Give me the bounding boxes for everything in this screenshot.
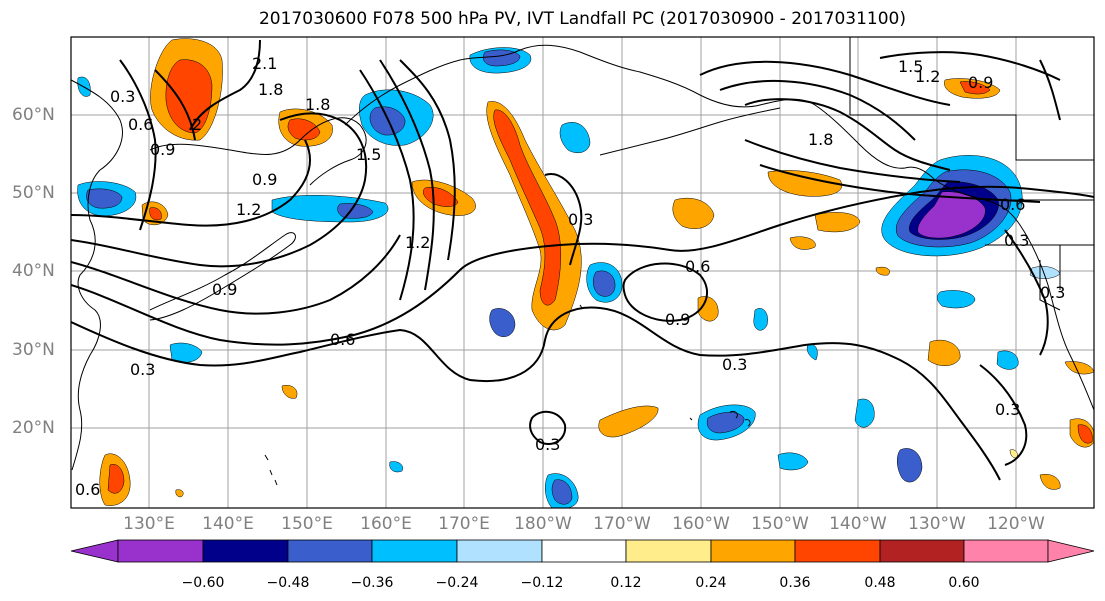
contour-label: 0.3 <box>722 355 747 374</box>
contour-label: 0.3 <box>1040 283 1065 302</box>
contour-label: 0.9 <box>212 280 237 299</box>
colorbar-segment <box>117 539 204 563</box>
lon-label: 130°E <box>123 514 175 534</box>
lon-label: 160°E <box>360 514 412 534</box>
contour-label: 0.6 <box>685 257 710 276</box>
lat-label: 30°N <box>12 340 55 360</box>
contour-1.2 <box>71 112 368 268</box>
contour-label-group: 2.1 1.8 0.3 0.6 0.9 2 0.9 1.2 1.5 1.8 0.… <box>75 54 1065 499</box>
contour-label: 1.8 <box>808 130 833 149</box>
lat-label: 20°N <box>12 418 55 438</box>
lon-label: 170°E <box>438 514 490 534</box>
contour-label: 1.5 <box>356 145 381 164</box>
colorbar-tick-label: −0.12 <box>520 575 564 591</box>
lon-label: 170°W <box>593 514 651 534</box>
colorbar-tick-label: 0.24 <box>695 575 727 591</box>
lat-label: 50°N <box>12 183 55 203</box>
colorbar-segment <box>879 539 965 563</box>
contour-label: 0.6 <box>75 480 100 499</box>
japan-coast <box>149 232 296 321</box>
contour-ne-pacific-1.8 <box>744 98 951 171</box>
contour-0.3-ring <box>529 410 567 445</box>
colorbar-tick-label: −0.36 <box>350 575 394 591</box>
colorbar-segment <box>371 539 458 563</box>
lat-label: 60°N <box>12 105 55 125</box>
map-frame <box>70 36 1095 509</box>
contour-label: 1.2 <box>236 200 261 219</box>
colorbar-tick-label: 0.36 <box>779 575 811 591</box>
contour-0.6 <box>71 185 1094 346</box>
hawaii-islands <box>729 411 751 427</box>
lon-label: 120°W <box>987 514 1045 534</box>
contour-label: 0.3 <box>535 435 560 454</box>
pacific-islands <box>264 304 693 486</box>
colorbar-segment <box>287 539 373 563</box>
pv-shading <box>77 38 1094 508</box>
map-title: 2017030600 F078 500 hPa PV, IVT Landfall… <box>258 9 906 29</box>
contour-dateline <box>399 59 456 261</box>
colorbar-segment <box>963 539 1049 563</box>
lon-label: 180°W <box>514 514 572 534</box>
alaska-coast <box>344 44 936 181</box>
colorbar-tick-label: 0.12 <box>610 575 642 591</box>
contour-label: 1.2 <box>405 233 430 252</box>
state-border-2 <box>1039 260 1061 311</box>
contour-label: 1.8 <box>258 80 283 99</box>
contour-1.5-west <box>71 139 311 227</box>
lon-label: 150°W <box>751 514 809 534</box>
colorbar-extend-low <box>70 539 119 563</box>
map-background <box>71 37 1094 508</box>
contour-label: 1.2 <box>915 67 940 86</box>
lon-label: 140°W <box>829 514 887 534</box>
colorbar-extend-high <box>1047 539 1095 563</box>
contour-label: 1.5 <box>898 57 923 76</box>
lon-label: 150°E <box>281 514 333 534</box>
colorbar-tick-label: 0.48 <box>864 575 896 591</box>
contour-okhotsk <box>189 39 261 131</box>
contour-0.9-ring <box>622 262 709 322</box>
contour-label: 0.3 <box>995 400 1020 419</box>
contour-1.2-ne <box>879 51 1061 81</box>
lat-label: 40°N <box>12 261 55 281</box>
colorbar-segment <box>794 539 881 563</box>
contour-label: 0.6 <box>128 115 153 134</box>
contour-label: 0.9 <box>665 310 690 329</box>
contour-label: 0.6 <box>330 330 355 349</box>
contour-0.9 <box>71 234 401 315</box>
contour-label: 2.1 <box>252 54 277 73</box>
colorbar-segment <box>541 539 627 563</box>
colorbar-segment <box>625 539 712 563</box>
contour-label: 0.9 <box>150 140 175 159</box>
kamchatka-coast <box>149 117 367 186</box>
colorbar-tick-label: 0.60 <box>948 575 980 591</box>
contour-0.3-se <box>979 364 1028 466</box>
contour-0.3-west <box>71 306 1001 481</box>
colorbar-segment <box>202 539 289 563</box>
contour-lines <box>71 39 1094 481</box>
colorbar-segment <box>456 539 543 563</box>
contour-label: 0.9 <box>252 170 277 189</box>
contour-label: 0.3 <box>568 210 593 229</box>
asia-coast <box>71 79 123 471</box>
lon-label: 130°W <box>908 514 966 534</box>
contour-0.3-na <box>1004 229 1049 356</box>
colorbar-tick-label: −0.60 <box>181 575 225 591</box>
aleutians <box>599 107 781 156</box>
contour-label: 2 <box>192 115 202 134</box>
contour-label: 0.3 <box>130 360 155 379</box>
contour-label: 0.3 <box>1004 231 1029 250</box>
contour-label: 0.6 <box>1000 195 1025 214</box>
canada-box <box>849 37 1094 161</box>
lon-label: 160°W <box>672 514 730 534</box>
contour-label: 1.8 <box>305 95 330 114</box>
lon-label: 140°E <box>202 514 254 534</box>
colorbar <box>70 539 1095 563</box>
colorbar-tick-label: −0.48 <box>266 575 310 591</box>
colorbar-segment <box>710 539 796 563</box>
contour-label: 0.9 <box>968 73 993 92</box>
contour-0.9-ne <box>1039 59 1061 121</box>
colorbar-tick-label: −0.24 <box>435 575 479 591</box>
contour-label: 0.3 <box>110 87 135 106</box>
